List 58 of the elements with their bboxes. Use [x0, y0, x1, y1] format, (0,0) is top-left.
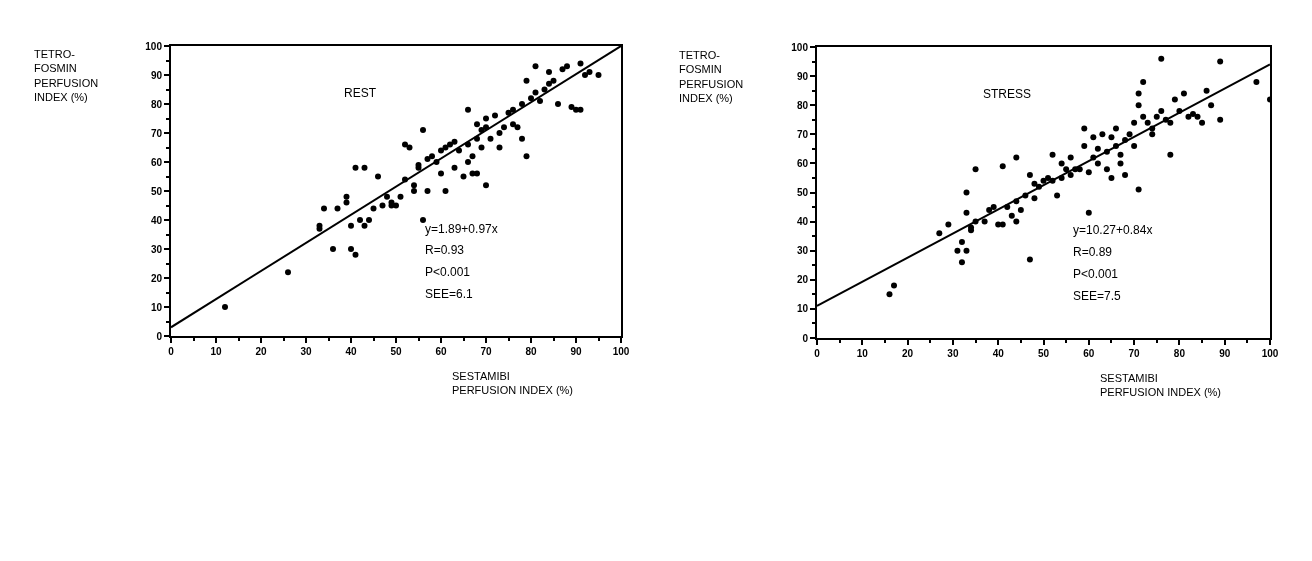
- y-tick-label: 70: [796, 128, 809, 140]
- y-tick-label: 20: [150, 272, 163, 284]
- annotation: P<0.001: [1073, 267, 1119, 281]
- y-tick-label: 20: [796, 274, 809, 286]
- x-tick-label: 20: [255, 346, 267, 357]
- annotation: y=1.89+0.97x: [425, 222, 498, 236]
- x-tick-label: 70: [1128, 348, 1141, 359]
- x-tick-label: 60: [435, 346, 447, 357]
- y-tick-label: 60: [150, 156, 163, 168]
- text: STRESS: [983, 87, 1032, 101]
- y-tick-label: 100: [145, 40, 163, 52]
- x-tick-label: 80: [525, 346, 537, 357]
- y-tick-label: 40: [150, 214, 163, 226]
- y-tick-label: 100: [791, 41, 809, 53]
- annotation: SEE=6.1: [425, 287, 474, 301]
- y-tick-label: 50: [150, 185, 163, 197]
- y-tick-label: 60: [796, 157, 809, 169]
- x-tick-label: 70: [480, 346, 492, 357]
- text: REST: [344, 86, 377, 100]
- annotation: SEE=7.5: [1073, 289, 1122, 303]
- x-tick-label: 0: [814, 348, 821, 359]
- y-tick-label: 90: [796, 70, 809, 82]
- y-tick-label: 70: [150, 127, 163, 139]
- x-tick-label: 90: [570, 346, 582, 357]
- x-tick-label: 90: [1219, 348, 1231, 359]
- y-tick-label: 30: [796, 245, 809, 257]
- x-tick-label: 80: [1173, 348, 1186, 359]
- x-tick-label: 50: [390, 346, 402, 357]
- x-tick-label: 40: [345, 346, 357, 357]
- x-axis-title: SESTAMIBI PERFUSION INDEX (%): [1100, 372, 1222, 399]
- y-tick-label: 30: [150, 243, 163, 255]
- annotation: P<0.001: [425, 265, 471, 279]
- annotation: R=0.93: [425, 243, 465, 257]
- annotation: R=0.89: [1073, 245, 1113, 259]
- y-tick-label: 40: [796, 216, 809, 228]
- x-tick-label: 40: [992, 348, 1005, 359]
- x-tick-label: 20: [902, 348, 914, 359]
- y-tick-label: 0: [156, 330, 163, 342]
- y-tick-label: 80: [796, 99, 809, 111]
- x-axis-title: SESTAMIBI PERFUSION INDEX (%): [452, 370, 574, 397]
- x-tick-label: 0: [168, 346, 175, 357]
- annotation: y=10.27+0.84x: [1073, 223, 1153, 237]
- x-tick-label: 100: [1261, 348, 1279, 359]
- y-tick-label: 10: [150, 301, 163, 313]
- y-axis-title: TETRO- FOSMIN PERFUSION INDEX (%): [34, 48, 99, 103]
- x-tick-label: 30: [300, 346, 312, 357]
- x-tick-label: 30: [947, 348, 959, 359]
- y-tick-label: 80: [150, 98, 163, 110]
- y-tick-label: 10: [796, 303, 809, 315]
- x-tick-label: 60: [1083, 348, 1095, 359]
- y-tick-label: 0: [802, 332, 809, 344]
- x-tick-label: 100: [612, 346, 630, 357]
- y-axis-title: TETRO- FOSMIN PERFUSION INDEX (%): [679, 49, 744, 104]
- y-tick-label: 50: [796, 187, 809, 198]
- x-tick-label: 10: [856, 348, 869, 359]
- y-tick-label: 90: [150, 69, 163, 81]
- x-tick-label: 10: [210, 346, 222, 357]
- x-tick-label: 50: [1037, 348, 1050, 359]
